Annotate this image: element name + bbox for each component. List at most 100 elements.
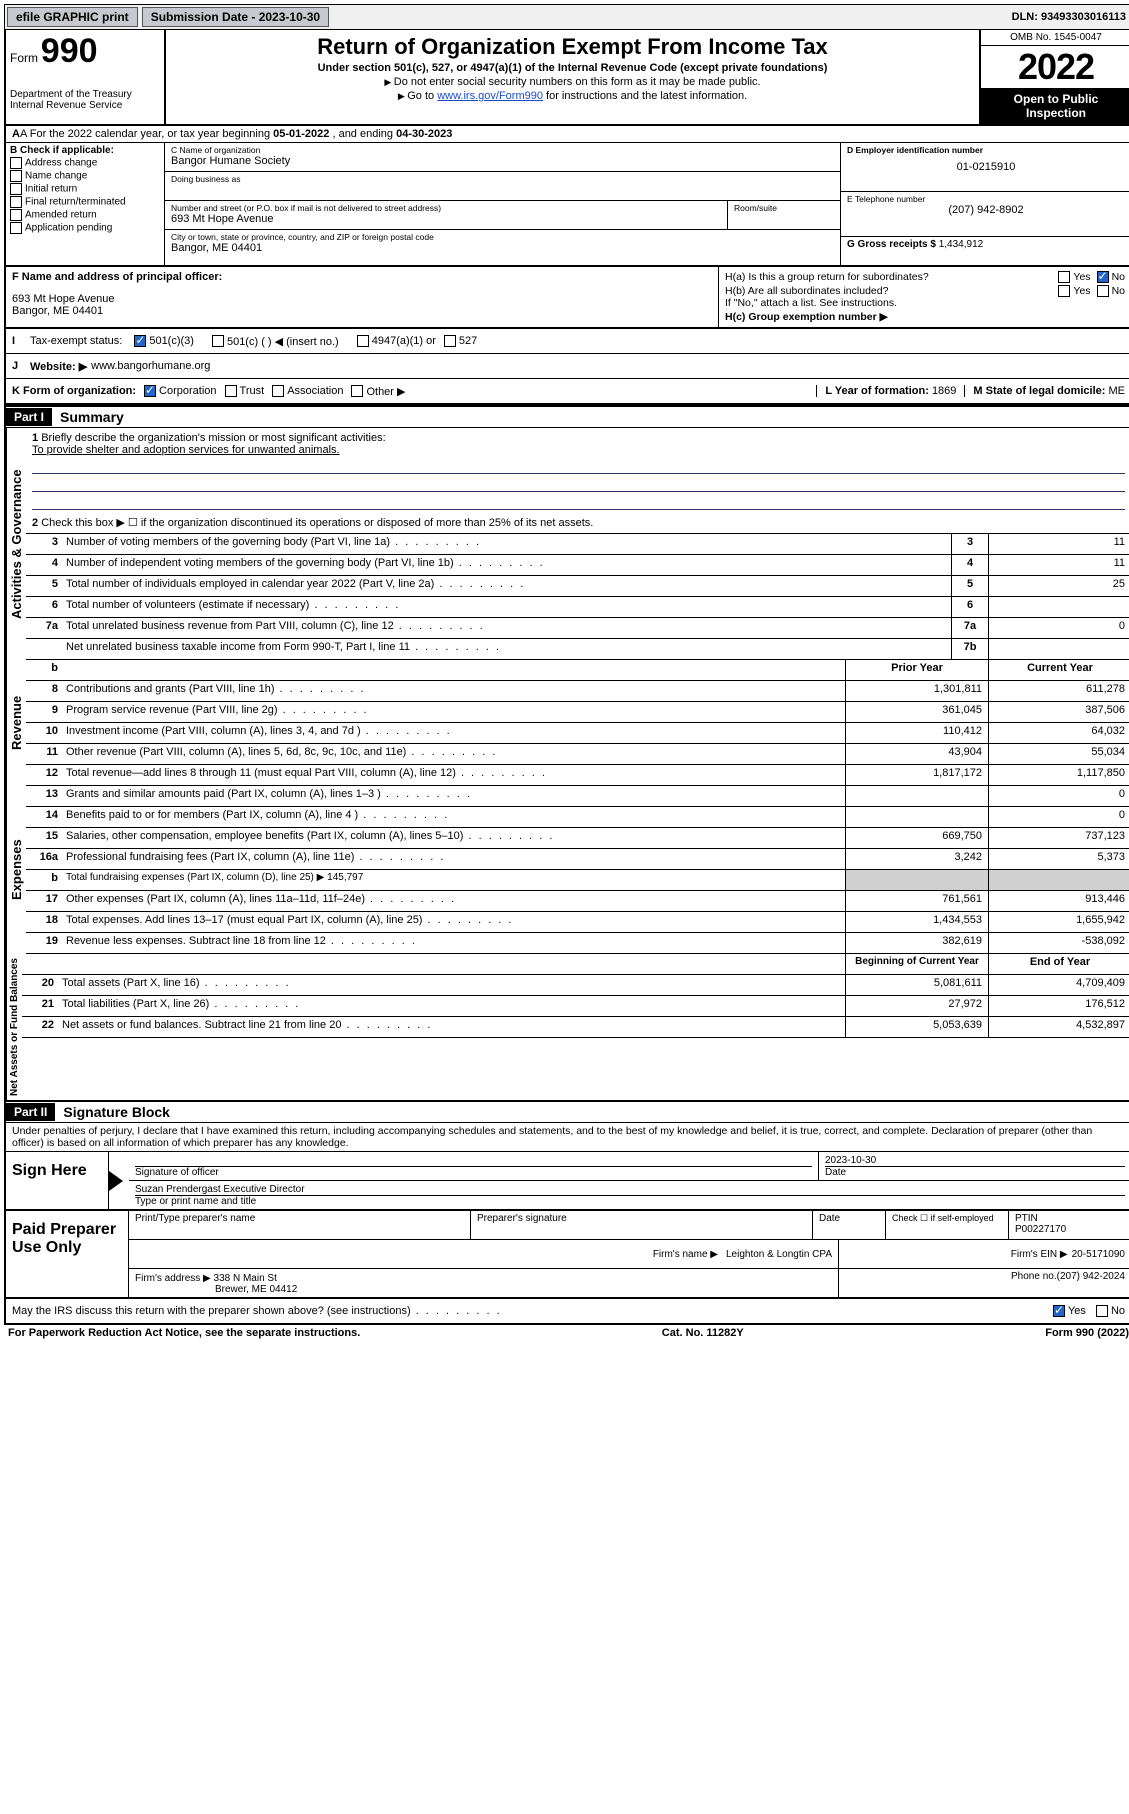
line-klm: K Form of organization: Corporation Trus… [4,379,1129,405]
summary-row: 6 Total number of volunteers (estimate i… [26,597,1129,618]
city-label: City or town, state or province, country… [171,232,834,242]
open-inspection: Open to Public Inspection [981,88,1129,124]
sign-arrow-icon [109,1171,123,1191]
hb-note: If "No," attach a list. See instructions… [725,297,1125,309]
527-checkbox[interactable] [444,335,456,347]
summary-row: 16a Professional fundraising fees (Part … [26,849,1129,870]
summary-row: 17 Other expenses (Part IX, column (A), … [26,891,1129,912]
ein-label: D Employer identification number [847,145,1125,155]
line-j: J Website: ▶ www.bangorhumane.org [4,354,1129,379]
part1-header: Part I Summary [4,405,1129,428]
summary-row: 12 Total revenue—add lines 8 through 11 … [26,765,1129,786]
trust-checkbox[interactable] [225,385,237,397]
ha-yes-checkbox[interactable] [1058,271,1070,283]
summary-row: 20 Total assets (Part X, line 16) 5,081,… [22,975,1129,996]
firm-addr2: Brewer, ME 04412 [215,1284,832,1295]
ha-label: H(a) Is this a group return for subordin… [725,271,1058,283]
officer-label: F Name and address of principal officer: [12,271,712,283]
officer-group-grid: F Name and address of principal officer:… [4,267,1129,329]
summary-row: 5 Total number of individuals employed i… [26,576,1129,597]
firm-ein: 20-5171090 [1072,1249,1125,1260]
header-note-1: Do not enter social security numbers on … [172,76,973,88]
summary-row: 22 Net assets or fund balances. Subtract… [22,1017,1129,1038]
hb-no-checkbox[interactable] [1097,285,1109,297]
dba-label: Doing business as [171,174,834,184]
summary-row: 10 Investment income (Part VIII, column … [26,723,1129,744]
dept-label: Department of the Treasury [10,89,160,100]
summary-row: 3 Number of voting members of the govern… [26,534,1129,555]
firm-name: Leighton & Longtin CPA [726,1249,832,1260]
page-title: Return of Organization Exempt From Incom… [172,34,973,60]
form-word: Form [10,51,38,65]
street-label: Number and street (or P.O. box if mail i… [171,203,721,213]
summary-row: 4 Number of independent voting members o… [26,555,1129,576]
city-value: Bangor, ME 04401 [171,242,834,254]
summary-row: 14 Benefits paid to or for members (Part… [26,807,1129,828]
efile-button[interactable]: efile GRAPHIC print [7,7,138,27]
officer-addr2: Bangor, ME 04401 [12,305,712,317]
omb-number: OMB No. 1545-0047 [981,30,1129,46]
form-number: 990 [41,32,98,70]
sign-here-block: Sign Here Signature of officer 2023-10-3… [4,1151,1129,1211]
501c3-checkbox[interactable] [134,335,146,347]
summary-row: 15 Salaries, other compensation, employe… [26,828,1129,849]
org-name-label: C Name of organization [171,145,834,155]
summary-row: 7a Total unrelated business revenue from… [26,618,1129,639]
dln-label: DLN: 93493303016113 [1006,9,1129,25]
line-a: AA For the 2022 calendar year, or tax ye… [4,126,1129,143]
hb-label: H(b) Are all subordinates included? [725,285,1058,297]
officer-addr1: 693 Mt Hope Avenue [12,293,712,305]
submission-date-button[interactable]: Submission Date - 2023-10-30 [142,7,329,27]
paid-preparer-block: Paid Preparer Use Only Print/Type prepar… [4,1211,1129,1299]
mission-text: To provide shelter and adoption services… [32,444,1125,456]
phone-value: (207) 942-8902 [847,204,1125,216]
summary-row: 13 Grants and similar amounts paid (Part… [26,786,1129,807]
year-formation: 1869 [932,385,956,397]
4947-checkbox[interactable] [357,335,369,347]
summary-row: 21 Total liabilities (Part X, line 26) 2… [22,996,1129,1017]
summary-governance: Activities & Governance 1 Briefly descri… [4,428,1129,660]
tax-year: 2022 [981,46,1129,88]
form-header: Form 990 Department of the Treasury Inte… [4,30,1129,126]
website-value: www.bangorhumane.org [91,360,210,372]
entity-info-grid: B Check if applicable: Address change Na… [4,143,1129,267]
discuss-line: May the IRS discuss this return with the… [4,1299,1129,1325]
ptin-value: P00227170 [1015,1224,1125,1235]
gross-receipts-label: G Gross receipts $ [847,239,939,250]
summary-row: 19 Revenue less expenses. Subtract line … [26,933,1129,954]
street-value: 693 Mt Hope Avenue [171,213,721,225]
summary-row: 8 Contributions and grants (Part VIII, l… [26,681,1129,702]
corp-checkbox[interactable] [144,385,156,397]
assoc-checkbox[interactable] [272,385,284,397]
officer-name: Suzan Prendergast Executive Director [135,1184,1125,1195]
hb-yes-checkbox[interactable] [1058,285,1070,297]
summary-row: 11 Other revenue (Part VIII, column (A),… [26,744,1129,765]
line-i: I Tax-exempt status: 501(c)(3) 501(c) ( … [4,329,1129,354]
summary-row: 9 Program service revenue (Part VIII, li… [26,702,1129,723]
other-checkbox[interactable] [351,385,363,397]
phone-label: E Telephone number [847,194,1125,204]
state-domicile: ME [1109,385,1126,397]
box-b: B Check if applicable: Address change Na… [6,143,165,265]
summary-revenue: Revenue b Prior Year Current Year 8 Cont… [4,660,1129,786]
summary-row: 18 Total expenses. Add lines 13–17 (must… [26,912,1129,933]
topbar: efile GRAPHIC print Submission Date - 20… [4,4,1129,30]
irs-link[interactable]: www.irs.gov/Form990 [437,90,543,102]
ha-no-checkbox[interactable] [1097,271,1109,283]
part2-header: Part II Signature Block [4,1102,1129,1123]
discuss-no-checkbox[interactable] [1096,1305,1108,1317]
gross-receipts-value: 1,434,912 [939,239,984,250]
summary-expenses: Expenses 13 Grants and similar amounts p… [4,786,1129,954]
summary-row: Net unrelated business taxable income fr… [26,639,1129,660]
ein-value: 01-0215910 [847,161,1125,173]
hc-label: H(c) Group exemption number ▶ [725,311,1125,323]
summary-netassets: Net Assets or Fund Balances Beginning of… [4,954,1129,1102]
501c-checkbox[interactable] [212,335,224,347]
penalties-text: Under penalties of perjury, I declare th… [4,1123,1129,1151]
discuss-yes-checkbox[interactable] [1053,1305,1065,1317]
page-footer: For Paperwork Reduction Act Notice, see … [4,1325,1129,1341]
firm-addr1: 338 N Main St [214,1273,277,1284]
header-note-2: Go to www.irs.gov/Form990 for instructio… [172,90,973,102]
room-label: Room/suite [734,203,834,213]
irs-label: Internal Revenue Service [10,100,160,111]
